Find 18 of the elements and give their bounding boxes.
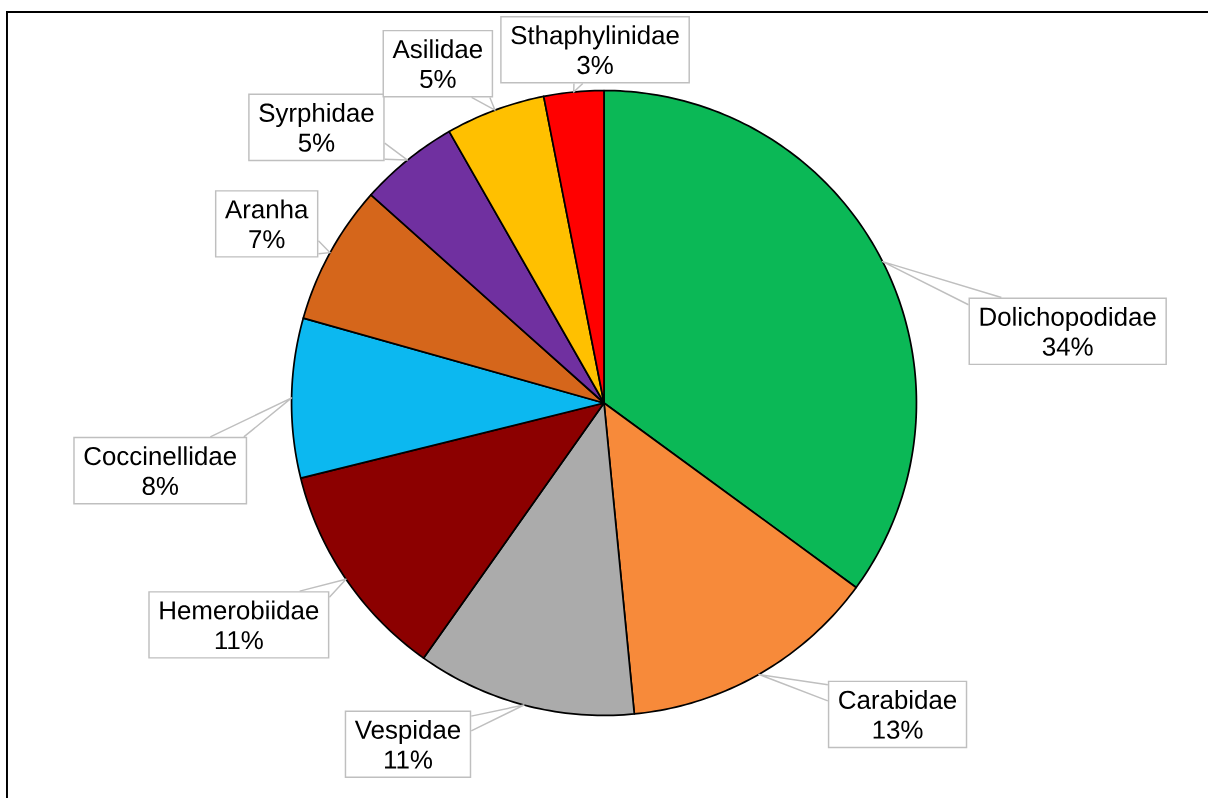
data-label: 5% — [298, 133, 335, 152]
data-label: 13% — [873, 720, 923, 739]
slice-label: Hemerobiidae — [160, 600, 319, 620]
slice-label: Syrphidae — [259, 102, 374, 128]
slice-label: Sthaphylinidae — [511, 25, 679, 50]
slice-label: Vespidae — [354, 719, 461, 745]
data-label: 3% — [577, 55, 613, 75]
data-label: 11% — [215, 631, 263, 650]
data-label: 8% — [142, 476, 178, 496]
data-label: 34% — [1042, 337, 1093, 356]
slice-label: Coccinellidae — [84, 446, 236, 466]
data-label: 5% — [420, 69, 456, 89]
slice-label: Aranha — [225, 199, 309, 219]
data-label: 7% — [249, 230, 285, 249]
slice-label: Carabidae — [839, 690, 957, 709]
data-label: 11% — [385, 750, 432, 769]
slice-label: Asilidae — [392, 39, 482, 59]
slice-label: Dolichopodidae — [980, 306, 1156, 332]
